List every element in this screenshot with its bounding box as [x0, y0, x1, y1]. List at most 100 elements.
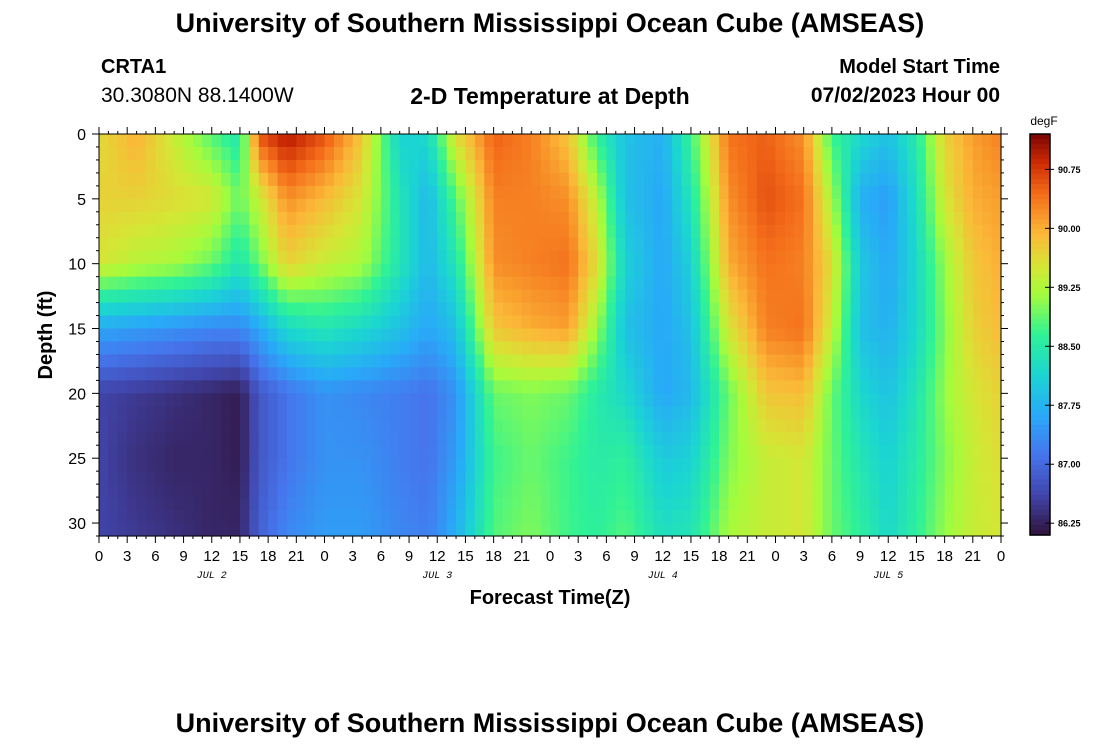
heatmap-cell	[221, 510, 232, 524]
heatmap-cell	[991, 484, 1002, 498]
colorbar-segment	[1030, 134, 1050, 140]
heatmap-cell	[897, 250, 908, 265]
heatmap-cell	[963, 510, 974, 524]
colorbar-segment	[1030, 309, 1050, 316]
heatmap-cell	[907, 276, 918, 291]
heatmap-cell	[991, 393, 1002, 407]
heatmap-cell	[362, 497, 373, 511]
heatmap-cell	[117, 354, 128, 369]
heatmap-cell	[681, 523, 692, 537]
heatmap-cell	[155, 432, 166, 446]
heatmap-cell	[860, 380, 871, 394]
heatmap-cell	[352, 510, 363, 524]
heatmap-cell	[390, 211, 401, 226]
heatmap-cell	[249, 146, 260, 161]
heatmap-cell	[954, 224, 965, 239]
heatmap-cell	[456, 445, 467, 459]
heatmap-cell	[935, 224, 946, 239]
colorbar-segment	[1030, 269, 1050, 275]
heatmap-cell	[437, 458, 448, 472]
heatmap-cell	[211, 523, 222, 537]
heatmap-cell	[333, 134, 344, 148]
heatmap-cell	[512, 134, 523, 148]
heatmap-cell	[653, 380, 664, 394]
heatmap-cell	[653, 432, 664, 446]
heatmap-cell	[925, 523, 936, 537]
heatmap-cell	[390, 471, 401, 485]
heatmap-cell	[136, 354, 147, 369]
heatmap-cell	[277, 458, 288, 472]
x-tick-label: 12	[429, 548, 446, 565]
heatmap-cell	[230, 134, 241, 148]
heatmap-cell	[587, 315, 598, 330]
heatmap-cell	[634, 198, 645, 213]
heatmap-cell	[944, 523, 955, 537]
heatmap-cell	[991, 419, 1002, 433]
heatmap-cell	[437, 341, 448, 356]
heatmap-cell	[888, 432, 899, 446]
colorbar-segment	[1030, 524, 1050, 531]
heatmap-cell	[202, 406, 213, 420]
heatmap-cell	[324, 237, 335, 252]
heatmap-cell	[230, 237, 241, 252]
colorbar-segment	[1030, 509, 1050, 516]
heatmap-cell	[643, 211, 654, 226]
heatmap-cell	[728, 302, 739, 317]
heatmap-cell	[643, 393, 654, 407]
heatmap-cell	[822, 354, 833, 369]
heatmap-cell	[371, 315, 382, 330]
colorbar-segment	[1030, 369, 1050, 376]
heatmap-cell	[258, 276, 269, 291]
heatmap-cell	[202, 172, 213, 187]
heatmap-cell	[305, 393, 316, 407]
heatmap-cell	[784, 198, 795, 213]
heatmap-cell	[568, 523, 579, 537]
heatmap-cell	[286, 510, 297, 524]
heatmap-cell	[587, 406, 598, 420]
heatmap-cell	[437, 134, 448, 148]
heatmap-cell	[324, 419, 335, 433]
heatmap-cell	[427, 134, 438, 148]
heatmap-cell	[108, 380, 119, 394]
heatmap-cell	[484, 172, 495, 187]
heatmap-cell	[831, 471, 842, 485]
heatmap-cell	[615, 172, 626, 187]
day-label: JUL 2	[197, 571, 227, 582]
heatmap-cell	[869, 497, 880, 511]
heatmap-cell	[145, 393, 156, 407]
heatmap-cell	[916, 458, 927, 472]
heatmap-cell	[108, 198, 119, 213]
heatmap-cell	[963, 354, 974, 369]
heatmap-cell	[258, 458, 269, 472]
heatmap-cell	[813, 432, 824, 446]
heatmap-cell	[277, 263, 288, 278]
heatmap-cell	[493, 406, 504, 420]
heatmap-cell	[813, 250, 824, 265]
heatmap-cell	[512, 497, 523, 511]
heatmap-cell	[766, 134, 777, 148]
heatmap-cell	[174, 393, 185, 407]
heatmap-cell	[117, 185, 128, 200]
heatmap-cell	[747, 354, 758, 369]
heatmap-cell	[277, 406, 288, 420]
heatmap-cell	[484, 263, 495, 278]
heatmap-cell	[127, 211, 138, 226]
heatmap-cell	[860, 134, 871, 148]
heatmap-cell	[634, 523, 645, 537]
heatmap-cell	[662, 393, 673, 407]
heatmap-cell	[371, 172, 382, 187]
heatmap-cell	[766, 432, 777, 446]
heatmap-cell	[568, 276, 579, 291]
x-tick-label: 15	[683, 548, 700, 565]
heatmap-cell	[174, 134, 185, 148]
heatmap-cell	[164, 523, 175, 537]
heatmap-cell	[249, 510, 260, 524]
heatmap-cell	[860, 458, 871, 472]
heatmap-cell	[719, 354, 730, 369]
heatmap-cell	[578, 497, 589, 511]
heatmap-cell	[925, 237, 936, 252]
heatmap-cell	[258, 523, 269, 537]
heatmap-cell	[277, 510, 288, 524]
colorbar-segment	[1030, 444, 1050, 451]
heatmap-cell	[907, 380, 918, 394]
